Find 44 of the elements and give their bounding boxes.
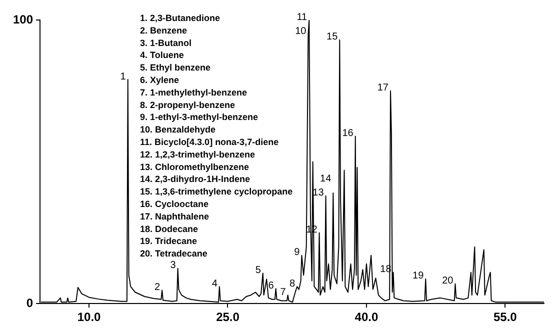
annotation: 17: [377, 82, 389, 94]
annotation: 7. 1-methylethyl-benzene: [140, 87, 248, 98]
annotation: 8: [290, 278, 296, 290]
y-tick-label: 0: [26, 296, 34, 310]
annotation: 2: [154, 282, 161, 294]
y-tick-label: 100: [12, 12, 34, 26]
annotation: 14. 2,3-dihydro-1H-Indene: [140, 174, 250, 184]
x-tick-label: 55.0: [493, 310, 518, 324]
annotation: 12. 1,2,3-trimethyl-benzene: [140, 149, 256, 160]
annotation: 19: [412, 270, 424, 282]
annotation: 16. Cyclooctane: [140, 198, 209, 209]
annotation: 10: [295, 26, 307, 37]
annotation: 15. 1,3,6-trimethylene cyclopropane: [140, 186, 293, 197]
annotation: 13. Chloromethylbenzene: [140, 162, 250, 172]
annotation: 5. Ethyl benzene: [140, 62, 211, 73]
annotation: 8. 2-propenyl-benzene: [140, 100, 236, 110]
annotation: 11. Bicyclo[4.3.0] nona-3,7-diene: [140, 136, 279, 147]
annotation: 4: [212, 278, 218, 290]
annotation: 17. Naphthalene: [140, 211, 210, 222]
annotation: 4. Toluene: [140, 50, 184, 60]
annotation: 5: [255, 265, 262, 276]
annotation: 15: [326, 32, 338, 43]
annotation: 2. Benzene: [140, 25, 188, 36]
annotation: 16: [342, 128, 354, 140]
annotation: 14: [320, 174, 332, 185]
x-tick-label: 40.0: [354, 310, 378, 324]
x-tick-label: 10.0: [77, 310, 102, 324]
annotation: 11: [296, 12, 308, 23]
annotation: 6: [268, 280, 274, 292]
annotation: 18. Dodecane: [140, 224, 198, 234]
annotation: 3: [170, 260, 176, 272]
annotation: 20. Tetradecane: [140, 248, 208, 259]
annotation: 9: [294, 247, 300, 258]
annotation: 3. 1-Butanol: [140, 38, 192, 48]
annotation: 13: [312, 188, 324, 199]
annotation: 10. Benzaldehyde: [140, 124, 216, 135]
annotation: 19. Tridecane: [140, 236, 198, 246]
annotation: 7: [280, 286, 286, 298]
annotation: 1: [120, 71, 126, 82]
annotation: 6. Xylene: [140, 74, 180, 85]
annotation: 9. 1-ethyl-3-methyl-benzene: [140, 112, 258, 122]
annotation: 1. 2,3-Butanedione: [140, 12, 220, 23]
x-tick-label: 25.0: [216, 310, 240, 324]
annotation: 20: [442, 276, 454, 286]
